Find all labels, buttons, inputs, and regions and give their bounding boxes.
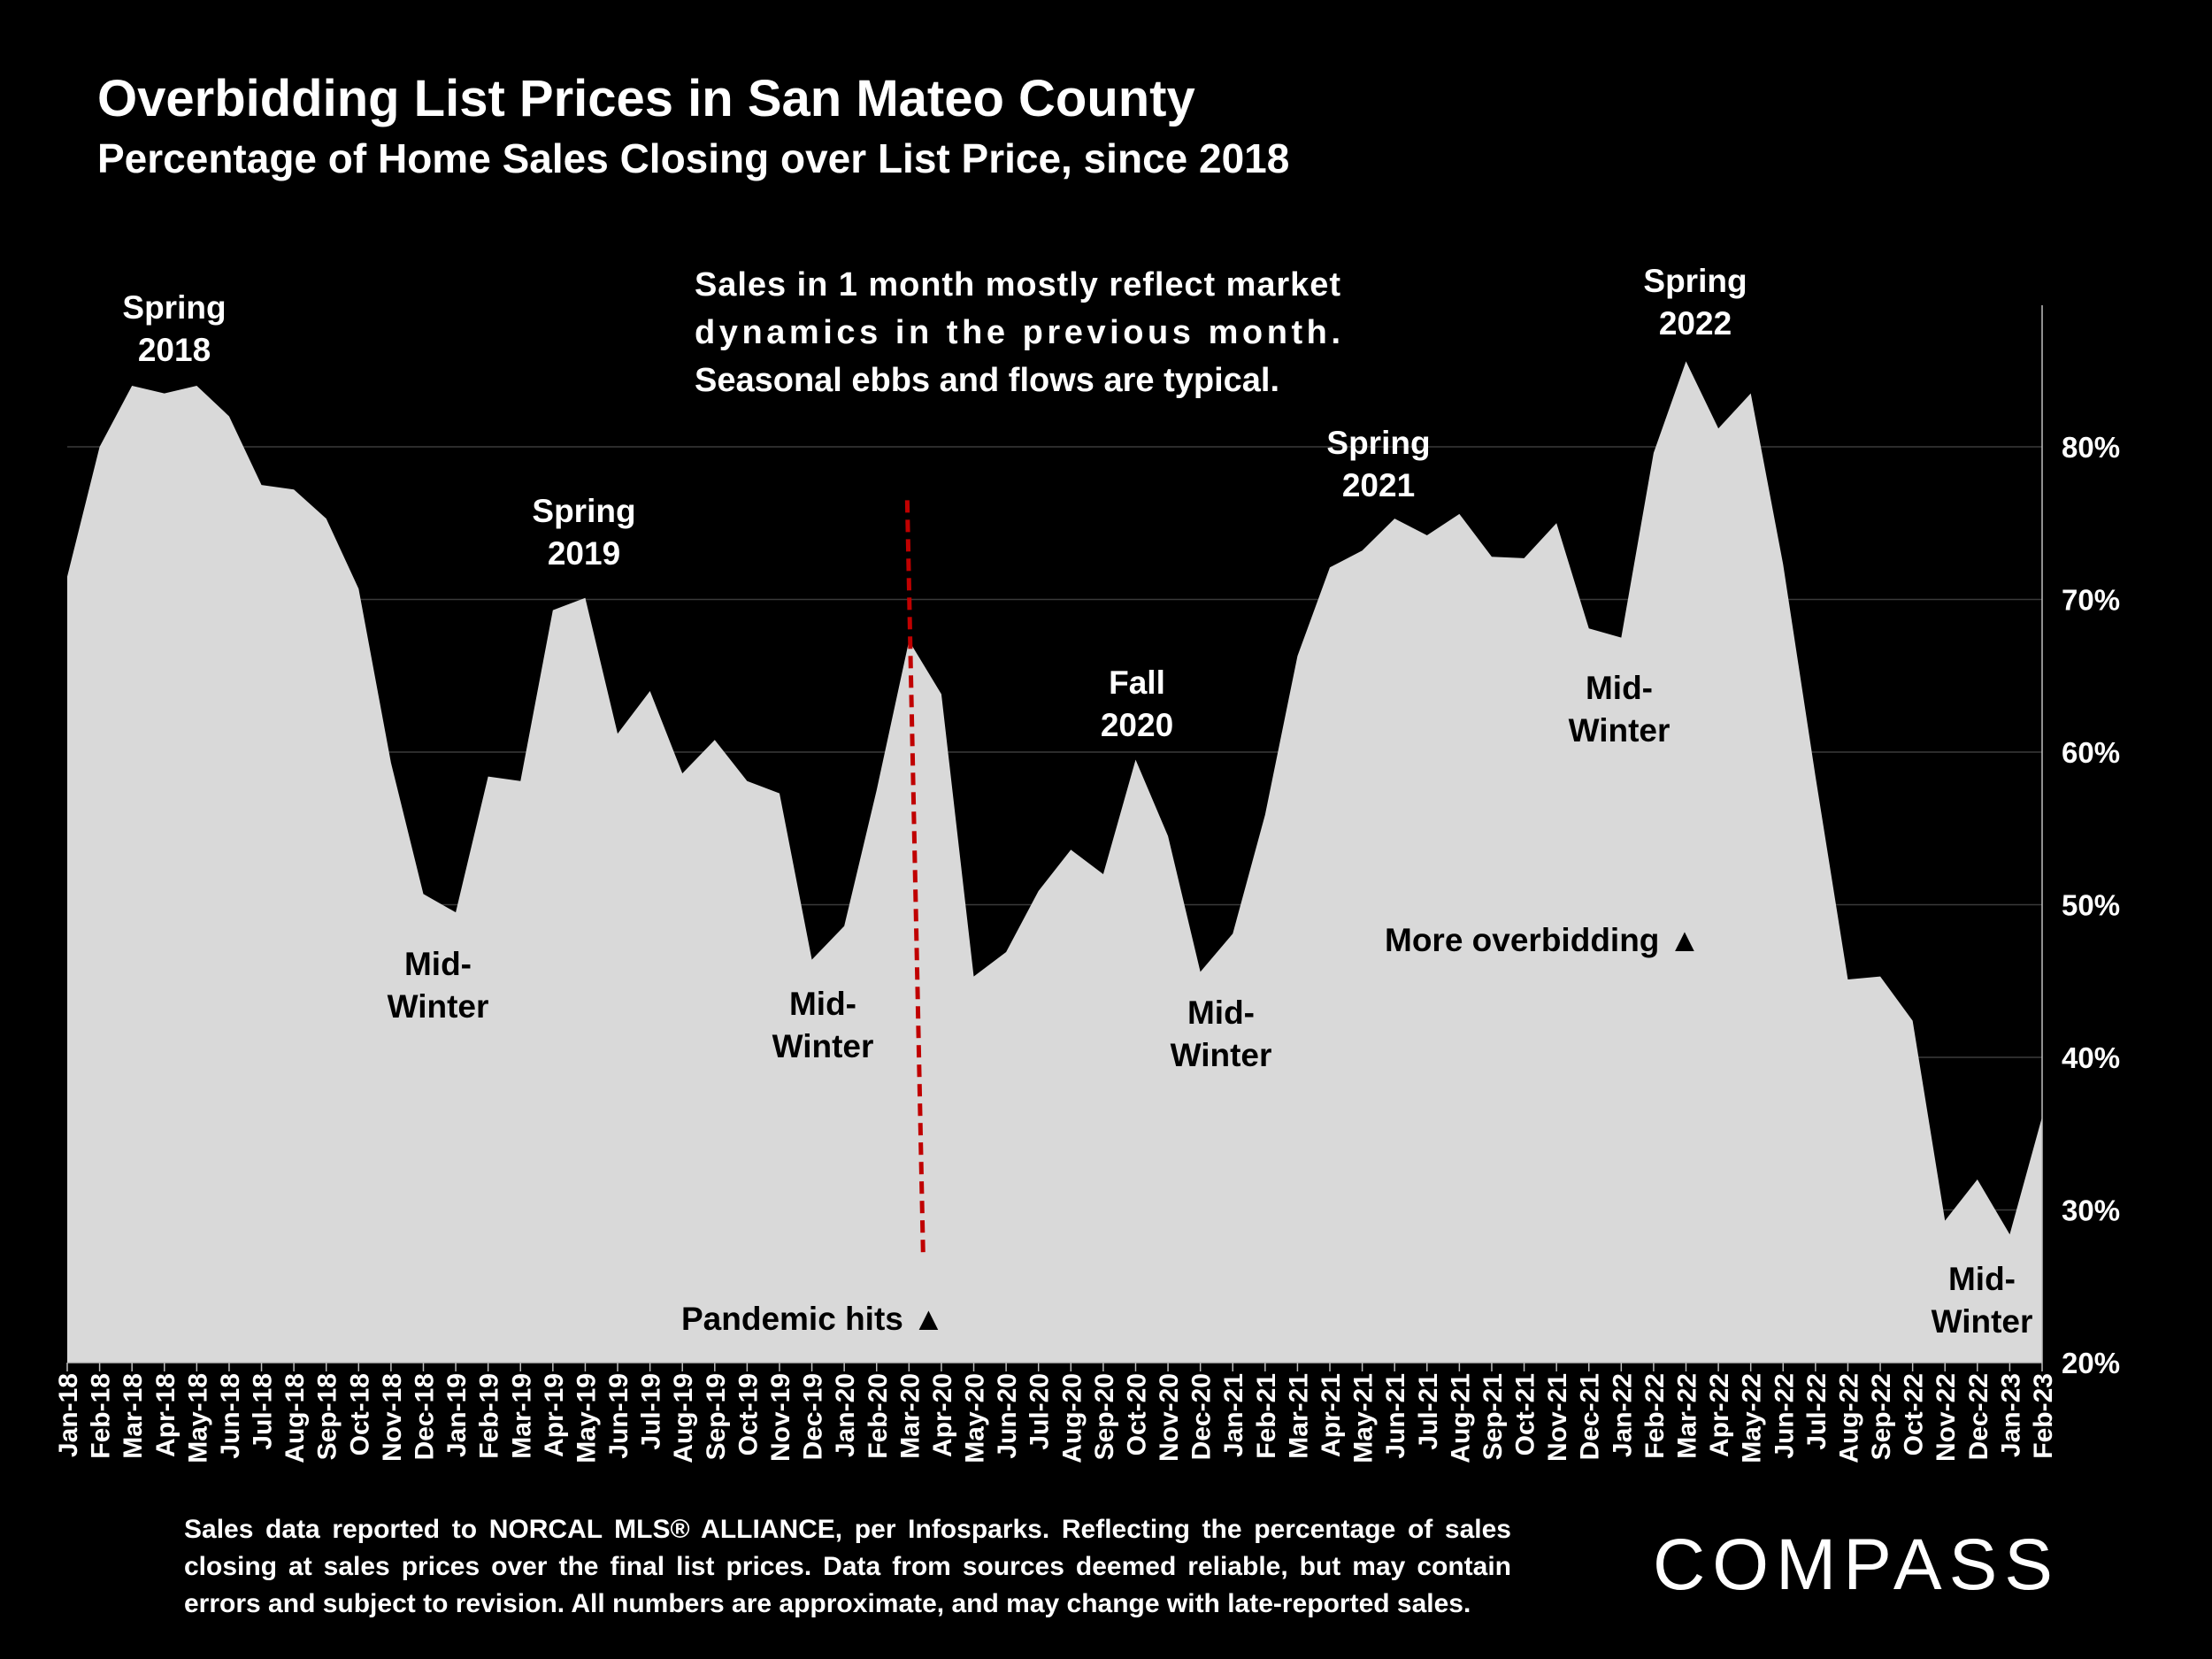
x-tick-label: Dec-20 [1187, 1373, 1217, 1460]
x-tick-label: Nov-22 [1932, 1373, 1961, 1462]
x-tick-label: Dec-22 [1964, 1373, 1993, 1460]
annotation-spring-2019: Spring 2019 [532, 493, 635, 572]
x-tick-label: Nov-21 [1543, 1373, 1572, 1462]
x-tick-label: Jan-20 [831, 1373, 860, 1457]
x-tick-label: Sep-19 [702, 1373, 731, 1460]
x-tick-label: Aug-22 [1834, 1373, 1863, 1463]
x-tick-label: Mar-21 [1284, 1373, 1313, 1459]
x-tick-label: Jan-18 [54, 1373, 83, 1457]
y-tick-label: 60% [2062, 736, 2120, 769]
x-axis-ticks: Jan-18 Feb-18 Mar-18 Apr-18 May-18 Jun-18 Jul-… [54, 1363, 2058, 1463]
chart-annotations: Spring 2018 Spring 2019 Spring 2021 Spring 2022… [122, 263, 2032, 1340]
y-tick-label: 70% [2062, 584, 2120, 617]
annotation-spring-2022: Spring 2022 [1643, 263, 1747, 342]
x-tick-label: Feb-22 [1640, 1373, 1670, 1459]
x-tick-label: Nov-20 [1155, 1373, 1184, 1462]
x-tick-label: Jan-23 [1996, 1373, 2025, 1457]
pandemic-marker [904, 500, 926, 1256]
x-tick-label: Jun-20 [993, 1373, 1022, 1459]
x-tick-label: Sep-20 [1090, 1373, 1119, 1460]
x-tick-label: Jan-22 [1608, 1373, 1637, 1457]
y-tick-label: 20% [2062, 1347, 2120, 1379]
y-tick-label: 40% [2062, 1041, 2120, 1074]
pandemic-dashed-line [904, 500, 926, 1256]
annotation-midwinter-2023: Mid-Winter [1932, 1261, 2033, 1340]
x-tick-label: Feb-19 [475, 1373, 504, 1459]
note-line: Sales in 1 month mostly reflect market [695, 266, 1340, 303]
x-tick-label: Feb-20 [864, 1373, 893, 1459]
annotation-spring-2018: Spring 2018 [122, 289, 226, 368]
note-line: dynamics in the previous month. [695, 314, 1340, 351]
footnote: Sales data reported to NORCAL MLS® ALLIA… [184, 1515, 1511, 1618]
note-line: Seasonal ebbs and flows are typical. [695, 362, 1279, 399]
y-axis-ticks: 20% 30% 40% 50% 60% 70% 80% [2062, 431, 2120, 1379]
chart-subtitle: Percentage of Home Sales Closing over Li… [97, 135, 1290, 181]
annotation-midwinter-2021: Mid-Winter [1171, 995, 1272, 1073]
x-tick-label: May-22 [1738, 1373, 1767, 1463]
x-tick-label: Jul-21 [1414, 1373, 1443, 1450]
x-tick-label: Mar-20 [895, 1373, 925, 1459]
x-tick-label: Feb-23 [2029, 1373, 2058, 1459]
annotation-midwinter-2020: Mid-Winter [772, 986, 874, 1064]
x-tick-label: Jan-21 [1219, 1373, 1248, 1457]
x-tick-label: Oct-19 [733, 1373, 763, 1455]
y-tick-label: 50% [2062, 889, 2120, 922]
y-tick-label: 80% [2062, 431, 2120, 464]
x-tick-label: May-19 [572, 1373, 601, 1463]
x-tick-label: Mar-22 [1673, 1373, 1702, 1459]
x-tick-label: Feb-21 [1252, 1373, 1281, 1459]
compass-logo: COMPASS [1653, 1525, 2060, 1605]
x-tick-label: Aug-19 [669, 1373, 698, 1463]
chart-title: Overbidding List Prices in San Mateo Cou… [97, 70, 1195, 127]
x-tick-label: Jun-18 [216, 1373, 245, 1459]
x-tick-label: Aug-18 [280, 1373, 310, 1463]
x-tick-label: Feb-18 [87, 1373, 116, 1459]
x-tick-label: Sep-18 [313, 1373, 342, 1460]
x-tick-label: Oct-18 [345, 1373, 374, 1455]
x-tick-label: May-20 [961, 1373, 990, 1463]
x-tick-label: Oct-22 [1900, 1373, 1929, 1455]
x-tick-label: Apr-22 [1705, 1373, 1734, 1457]
x-tick-label: Apr-18 [151, 1373, 180, 1457]
annotation-midwinter-2022: Mid-Winter [1569, 670, 1671, 749]
x-tick-label: Mar-19 [507, 1373, 536, 1459]
chart-note: Sales in 1 month mostly reflect market dy… [695, 266, 1340, 399]
annotation-more-overbidding: More overbidding ▲ [1385, 922, 1701, 958]
area-series [67, 305, 2043, 1363]
x-tick-label: Sep-22 [1867, 1373, 1896, 1460]
x-tick-label: Mar-18 [119, 1373, 148, 1459]
x-tick-label: Jul-22 [1802, 1373, 1832, 1450]
annotation-spring-2021: Spring 2021 [1326, 425, 1430, 503]
x-tick-label: Oct-20 [1122, 1373, 1151, 1455]
x-tick-label: May-18 [183, 1373, 212, 1463]
x-tick-label: Nov-18 [378, 1373, 407, 1462]
x-tick-label: Nov-19 [766, 1373, 795, 1462]
annotation-fall-2020: Fall 2020 [1101, 664, 1173, 743]
x-tick-label: Apr-19 [540, 1373, 569, 1457]
x-tick-label: May-21 [1349, 1373, 1379, 1463]
x-tick-label: Aug-21 [1446, 1373, 1475, 1463]
x-tick-label: Sep-21 [1479, 1373, 1508, 1460]
x-tick-label: Jun-22 [1770, 1373, 1799, 1459]
annotation-midwinter-2019: Mid-Winter [388, 946, 489, 1025]
area-fill [67, 361, 2042, 1363]
x-tick-label: Apr-21 [1317, 1373, 1346, 1457]
x-tick-label: Jul-18 [249, 1373, 278, 1450]
x-tick-label: Oct-21 [1511, 1373, 1540, 1455]
x-tick-label: Jun-19 [604, 1373, 634, 1459]
x-tick-label: Dec-19 [799, 1373, 828, 1460]
x-tick-label: Dec-21 [1576, 1373, 1605, 1460]
x-tick-label: Dec-18 [410, 1373, 439, 1460]
x-tick-label: Apr-20 [928, 1373, 957, 1457]
annotation-pandemic: Pandemic hits ▲ [681, 1301, 945, 1337]
x-tick-label: Jul-20 [1025, 1373, 1055, 1450]
x-tick-label: Jan-19 [442, 1373, 472, 1457]
x-tick-label: Jul-19 [637, 1373, 666, 1450]
x-tick-label: Aug-20 [1057, 1373, 1087, 1463]
y-tick-label: 30% [2062, 1194, 2120, 1227]
x-tick-label: Jun-21 [1381, 1373, 1410, 1459]
